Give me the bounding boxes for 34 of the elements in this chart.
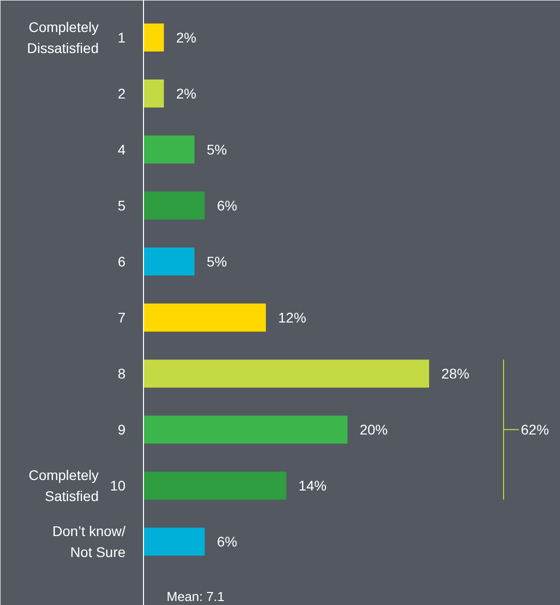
y-tick-label: 2 [118, 85, 126, 102]
bar [144, 304, 266, 332]
y-tick-label: 1 [118, 29, 126, 46]
bar [144, 23, 164, 52]
data-label: 6% [216, 198, 238, 214]
bar [144, 360, 430, 388]
y-tick-label: 4 [118, 142, 126, 158]
bar [144, 248, 194, 276]
data-label: 5% [206, 142, 227, 158]
y-tick-label: 7 [118, 310, 126, 326]
text: Completely Dissatisfied [27, 19, 99, 56]
y-tick-label: 5 [118, 198, 126, 214]
data-label: 5% [206, 254, 227, 270]
data-label: 2% [176, 29, 196, 46]
text: 62% [520, 422, 549, 438]
bar [144, 192, 205, 220]
bar [144, 472, 286, 500]
data-label: 2% [176, 85, 196, 102]
data-label: 12% [278, 310, 306, 326]
annotation: Mean: 7.1 [166, 589, 224, 604]
bar [144, 136, 194, 164]
y-tick-label: 8 [118, 366, 126, 382]
bar [144, 528, 205, 556]
y-tick-label: 6 [118, 254, 126, 270]
data-label: 14% [298, 478, 327, 494]
data-label: 20% [360, 422, 388, 438]
data-label: 28% [441, 366, 470, 382]
bar [144, 79, 164, 108]
bar [144, 416, 348, 444]
y-tick-label: 10 [110, 478, 126, 494]
data-label: 6% [216, 534, 238, 550]
y-tick-label: Don’t know/ Not Sure [52, 523, 126, 560]
text: Completely Satisfied [28, 467, 99, 504]
y-tick-label: 9 [118, 422, 126, 438]
